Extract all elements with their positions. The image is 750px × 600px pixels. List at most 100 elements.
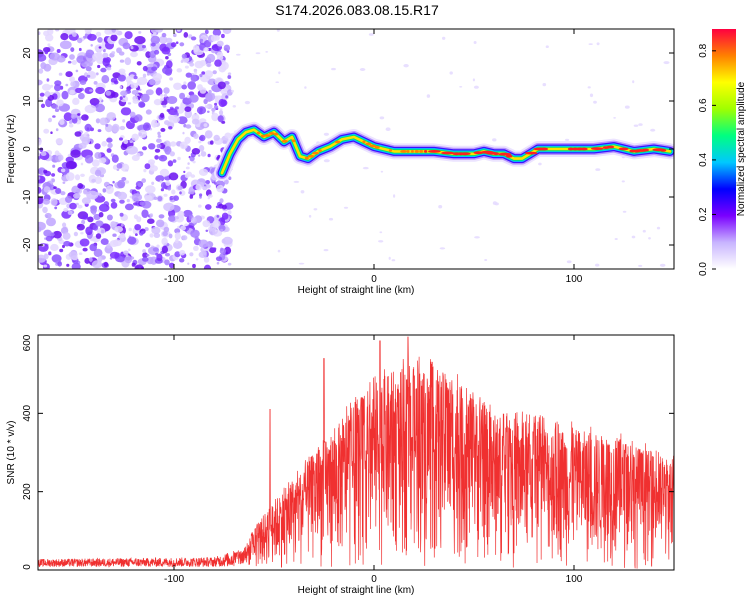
noise-blob xyxy=(190,36,197,41)
noise-blob xyxy=(100,229,105,234)
noise-blob xyxy=(65,83,69,87)
noise-blob xyxy=(203,123,208,127)
noise-blob xyxy=(56,49,61,53)
noise-blob xyxy=(96,51,102,58)
noise-blob xyxy=(190,74,197,83)
noise-blob xyxy=(151,226,161,235)
noise-blob xyxy=(43,186,51,193)
noise-blob xyxy=(129,74,136,80)
noise-blob xyxy=(165,180,171,186)
noise-blob xyxy=(85,66,92,72)
noise-blob xyxy=(84,154,94,164)
noise-speck xyxy=(642,229,646,233)
noise-blob xyxy=(157,196,163,202)
noise-blob xyxy=(159,94,164,97)
noise-speck xyxy=(300,190,305,194)
noise-blob xyxy=(179,42,185,47)
noise-blob xyxy=(111,123,120,133)
noise-blob xyxy=(144,163,151,170)
noise-blob xyxy=(221,212,229,220)
noise-blob xyxy=(46,78,50,82)
noise-blob xyxy=(109,251,120,259)
noise-blob xyxy=(216,215,220,218)
noise-blob xyxy=(157,134,162,138)
noise-blob xyxy=(41,83,52,91)
noise-blob xyxy=(119,96,123,100)
ridge-hotspot xyxy=(369,144,377,148)
noise-blob xyxy=(101,75,110,84)
noise-speck xyxy=(276,29,280,32)
noise-blob xyxy=(131,133,139,141)
noise-blob xyxy=(121,177,127,181)
noise-speck xyxy=(277,249,281,253)
noise-blob xyxy=(123,139,129,145)
noise-blob xyxy=(109,240,119,247)
noise-speck xyxy=(542,83,547,87)
noise-blob xyxy=(84,123,92,132)
noise-blob xyxy=(163,226,170,233)
noise-blob xyxy=(163,87,170,94)
noise-blob xyxy=(38,182,41,187)
noise-blob xyxy=(52,115,56,118)
noise-speck xyxy=(255,52,261,55)
noise-speck xyxy=(631,235,636,239)
noise-blob xyxy=(207,153,211,158)
noise-blob xyxy=(207,110,210,114)
noise-blob xyxy=(158,154,168,162)
noise-blob xyxy=(224,48,228,51)
noise-blob xyxy=(100,238,109,246)
noise-blob xyxy=(74,131,82,137)
noise-blob xyxy=(198,239,209,248)
noise-blob xyxy=(136,216,142,223)
noise-blob xyxy=(98,97,103,101)
noise-blob xyxy=(95,220,104,227)
noise-blob xyxy=(119,85,123,89)
noise-blob xyxy=(220,228,224,232)
noise-blob xyxy=(193,245,199,251)
noise-speck xyxy=(323,132,329,136)
noise-blob xyxy=(124,180,130,184)
noise-blob xyxy=(152,73,163,81)
noise-blob xyxy=(98,212,104,218)
noise-blob xyxy=(106,137,113,143)
noise-blob xyxy=(156,138,162,143)
noise-blob xyxy=(159,112,165,118)
noise-blob xyxy=(53,186,57,190)
noise-speck xyxy=(308,214,312,218)
noise-blob xyxy=(129,195,133,199)
noise-blob xyxy=(185,72,192,78)
x-tick-label: 100 xyxy=(566,274,583,285)
noise-blob xyxy=(77,204,83,209)
noise-blob xyxy=(71,185,81,194)
noise-blob xyxy=(52,164,56,168)
noise-speck xyxy=(638,123,643,126)
noise-blob xyxy=(69,89,75,95)
noise-speck xyxy=(595,263,600,267)
noise-blob xyxy=(149,165,158,172)
noise-blob xyxy=(150,29,159,34)
noise-blob xyxy=(101,141,107,147)
noise-blob xyxy=(138,31,142,34)
noise-blob xyxy=(38,138,42,144)
noise-blob xyxy=(159,97,165,102)
noise-blob xyxy=(219,108,223,111)
noise-blob xyxy=(77,183,84,189)
noise-speck xyxy=(650,128,656,132)
noise-blob xyxy=(221,204,227,210)
noise-blob xyxy=(97,256,103,263)
noise-blob xyxy=(147,218,155,224)
noise-blob xyxy=(160,188,164,192)
noise-speck xyxy=(593,100,597,104)
ridge-hotspot xyxy=(441,151,455,155)
noise-blob xyxy=(227,72,232,76)
noise-blob xyxy=(182,131,185,135)
ridge-hotspot xyxy=(260,134,265,138)
noise-blob xyxy=(110,77,118,84)
ridge-hotspot xyxy=(498,152,512,156)
noise-blob xyxy=(193,68,198,73)
ridge-hotspot xyxy=(505,154,513,158)
noise-blob xyxy=(131,262,136,267)
noise-blob xyxy=(206,62,212,68)
snr-x-ticks: -100 0 100 xyxy=(164,335,583,585)
noise-blob xyxy=(110,198,116,203)
